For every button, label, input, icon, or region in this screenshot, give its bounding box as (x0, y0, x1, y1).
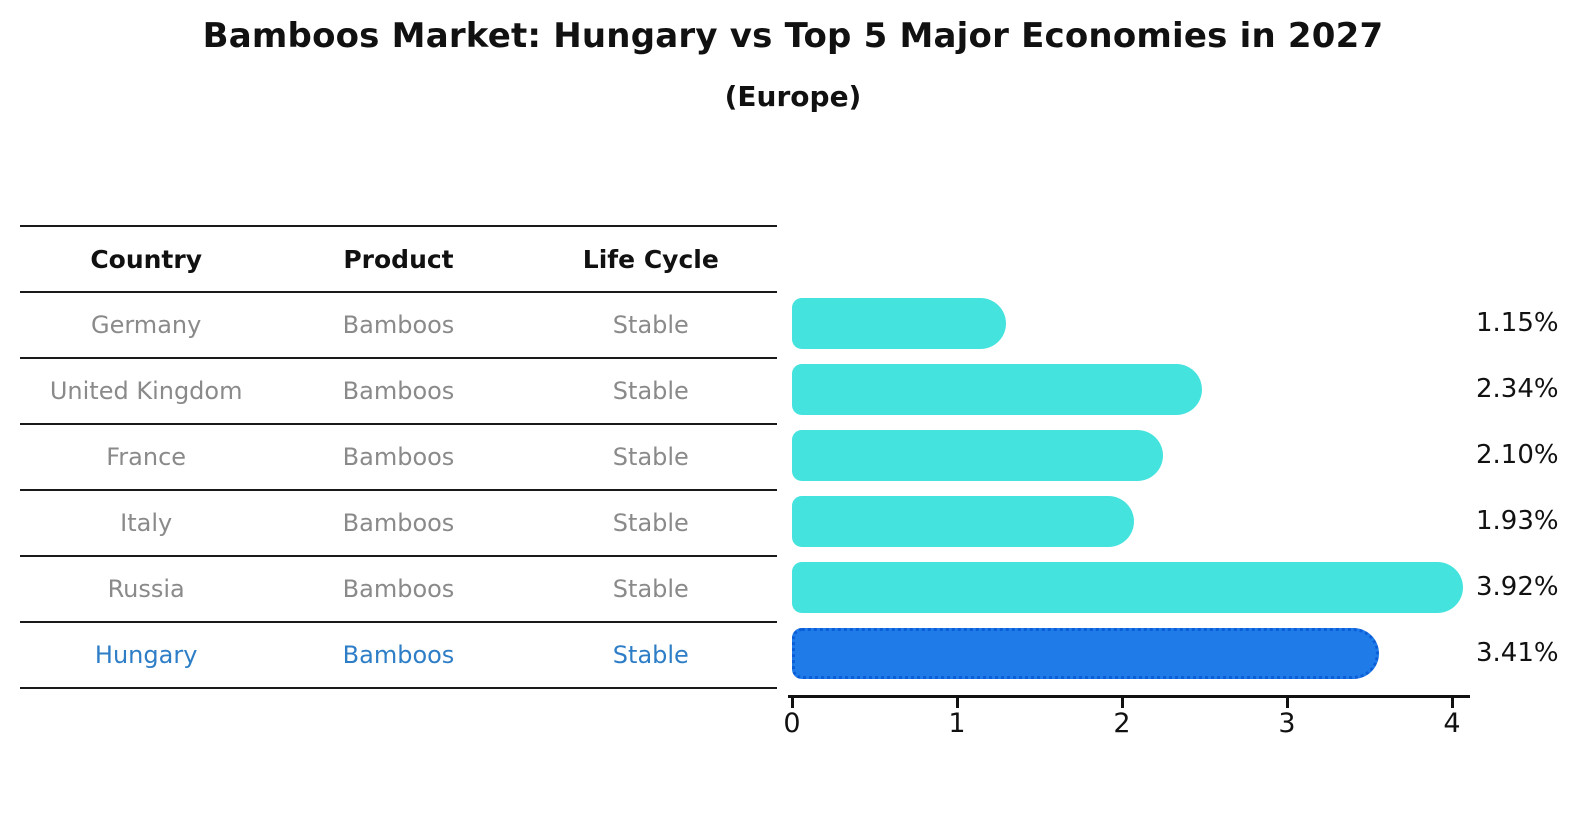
cell-country: France (106, 443, 187, 471)
cell-product: Bamboos (342, 509, 455, 537)
column-header-country: Country (90, 244, 203, 274)
x-axis-tick-label-2: 2 (1113, 708, 1131, 739)
bar-germany (792, 298, 1006, 349)
cell-life-cycle: Stable (612, 575, 689, 603)
bar-hungary (792, 628, 1379, 679)
column-header-product: Product (343, 244, 454, 274)
value-label-united-kingdom: 2.34% (1476, 373, 1559, 404)
value-label-russia: 3.92% (1476, 571, 1559, 602)
x-axis-line (788, 695, 1470, 698)
cell-country: Germany (91, 311, 202, 339)
x-axis-tick-label-3: 3 (1278, 708, 1296, 739)
value-label-hungary: 3.41% (1476, 637, 1559, 668)
table-row-france: France Bamboos Stable (20, 425, 777, 491)
cell-country: United Kingdom (49, 377, 243, 405)
value-label-italy: 1.93% (1476, 505, 1559, 536)
cell-life-cycle: Stable (612, 641, 689, 669)
cell-country: Russia (107, 575, 185, 603)
bar-united-kingdom (792, 364, 1202, 415)
x-axis-tick-label-0: 0 (783, 708, 801, 739)
x-axis-tick-label-1: 1 (948, 708, 966, 739)
table-row-hungary: Hungary Bamboos Stable (20, 623, 777, 689)
cell-life-cycle: Stable (612, 377, 689, 405)
country-table: Country Product Life Cycle Germany Bamboo… (20, 225, 777, 689)
table-row-russia: Russia Bamboos Stable (20, 557, 777, 623)
x-axis-tick-3 (1286, 695, 1289, 708)
cell-product: Bamboos (342, 443, 455, 471)
bar-russia (792, 562, 1463, 613)
column-header-life-cycle: Life Cycle (582, 244, 719, 274)
cell-product: Bamboos (342, 377, 455, 405)
table-row-united-kingdom: United Kingdom Bamboos Stable (20, 359, 777, 425)
cell-life-cycle: Stable (612, 311, 689, 339)
table-header-row: Country Product Life Cycle (20, 225, 777, 293)
cell-life-cycle: Stable (612, 443, 689, 471)
cell-country: Italy (120, 509, 173, 537)
cell-product: Bamboos (342, 311, 455, 339)
bar-italy (792, 496, 1134, 547)
x-axis-tick-0 (791, 695, 794, 708)
x-axis-tick-4 (1451, 695, 1454, 708)
cell-product: Bamboos (342, 641, 455, 669)
cell-life-cycle: Stable (612, 509, 689, 537)
table-row-germany: Germany Bamboos Stable (20, 293, 777, 359)
cell-country: Hungary (94, 641, 198, 669)
bar-france (792, 430, 1163, 481)
chart-subtitle: (Europe) (724, 80, 862, 113)
table-row-italy: Italy Bamboos Stable (20, 491, 777, 557)
value-label-france: 2.10% (1476, 439, 1559, 470)
x-axis-tick-label-4: 4 (1443, 708, 1461, 739)
x-axis-tick-2 (1121, 695, 1124, 708)
chart-title: Bamboos Market: Hungary vs Top 5 Major E… (202, 16, 1384, 56)
x-axis-tick-1 (956, 695, 959, 708)
cell-product: Bamboos (342, 575, 455, 603)
value-label-germany: 1.15% (1476, 307, 1559, 338)
